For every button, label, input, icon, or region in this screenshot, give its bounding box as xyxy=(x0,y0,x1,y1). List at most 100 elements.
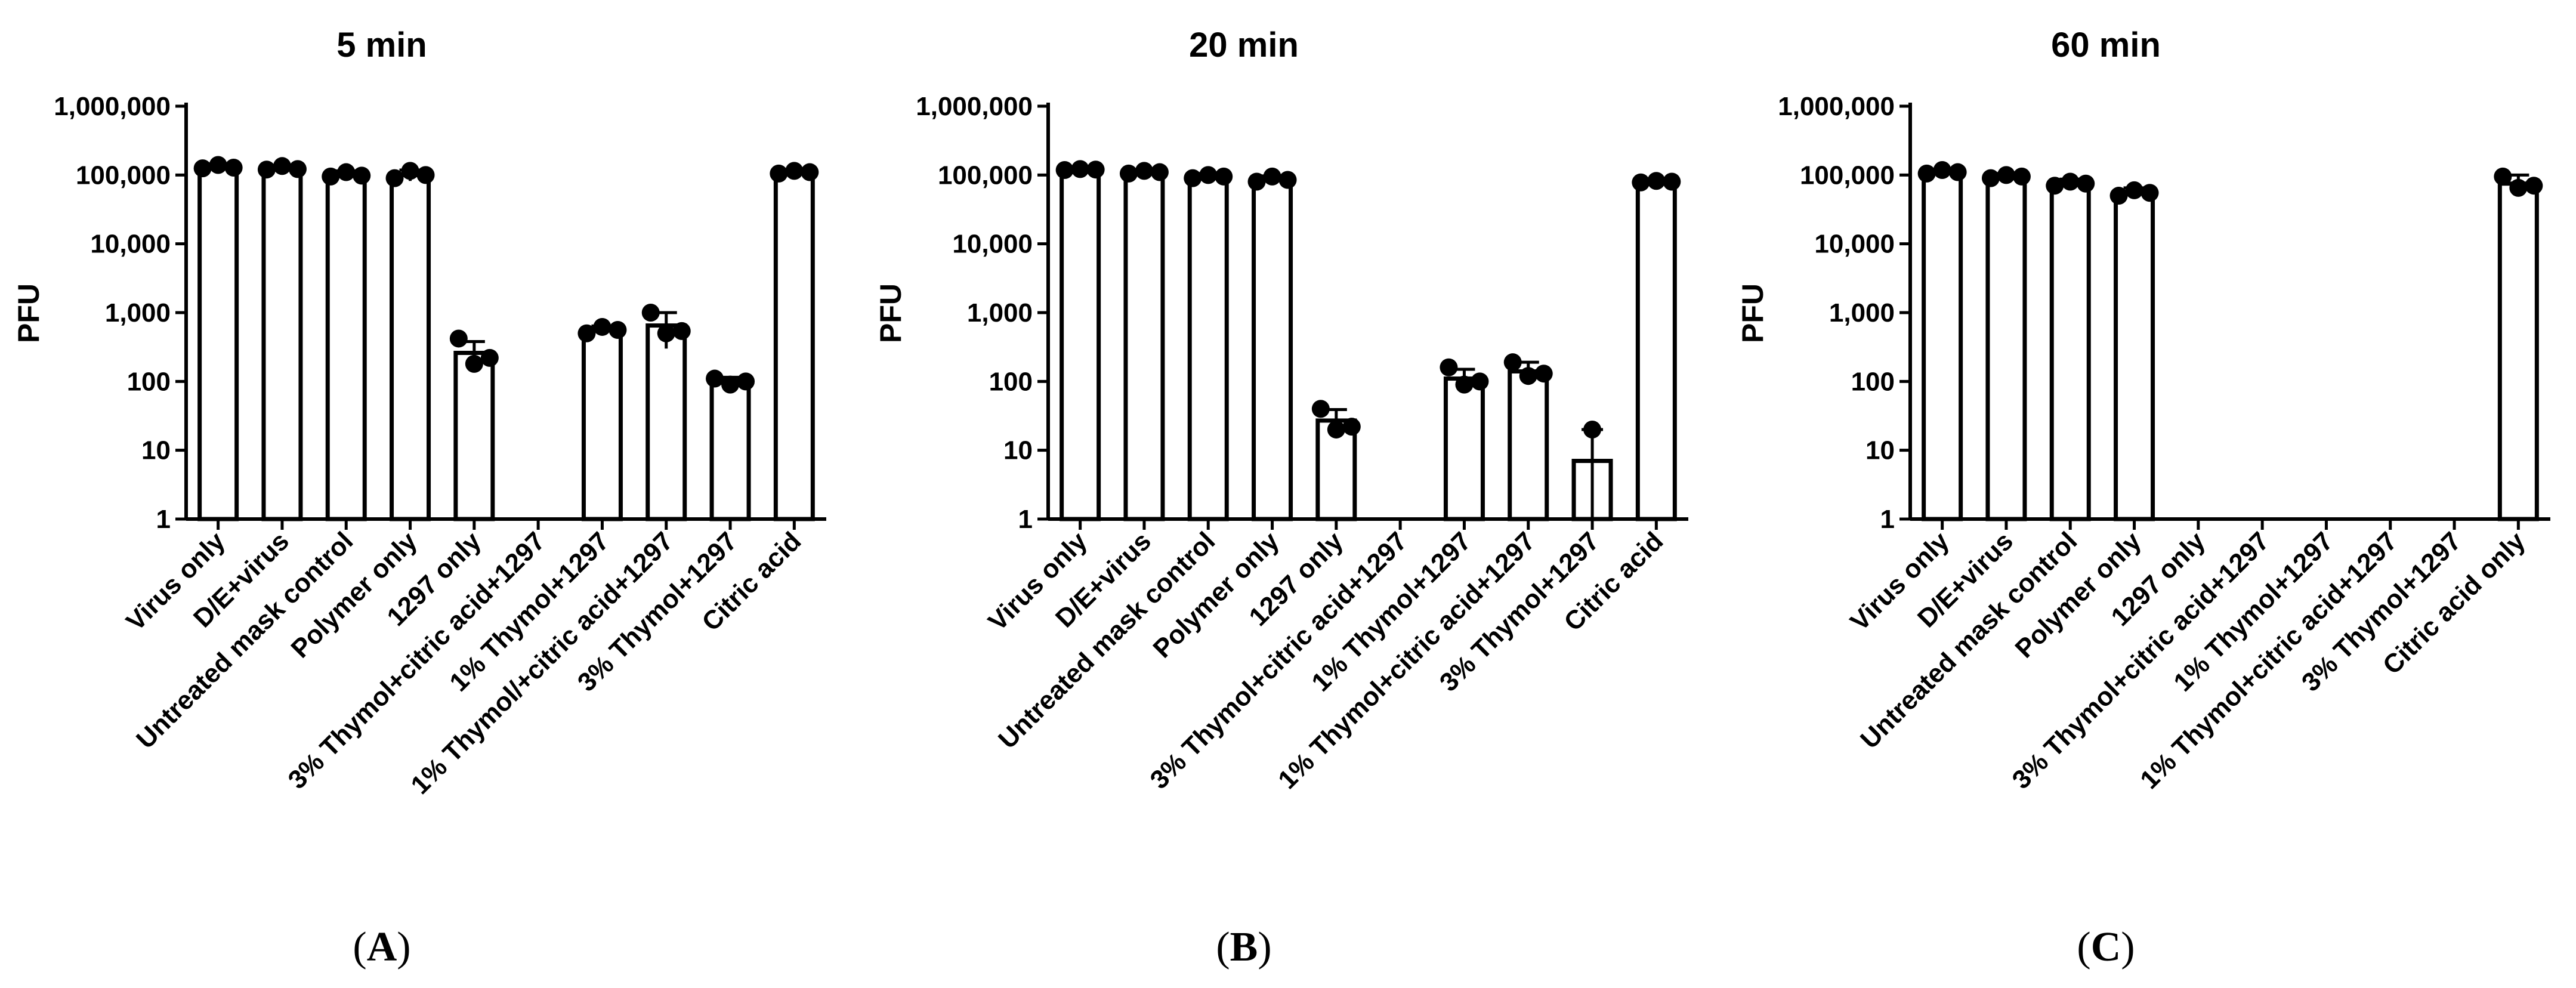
bar xyxy=(709,379,751,521)
data-point xyxy=(1311,400,1330,418)
bar xyxy=(390,172,431,521)
bar xyxy=(645,323,687,521)
data-point xyxy=(480,348,499,367)
data-point xyxy=(401,162,419,180)
bar xyxy=(2497,181,2539,521)
bar xyxy=(197,165,239,521)
data-point xyxy=(1184,169,1202,187)
data-point xyxy=(1278,171,1297,189)
data-point xyxy=(1519,367,1537,385)
data-point xyxy=(1086,160,1105,179)
data-point xyxy=(1440,358,1458,376)
y-tick-label: 1 xyxy=(1018,505,1033,534)
data-point xyxy=(1647,172,1666,190)
data-point xyxy=(1055,161,1074,180)
data-point xyxy=(224,158,243,177)
panel-letter: C xyxy=(2091,924,2121,970)
y-tick-label: 1,000,000 xyxy=(54,92,171,121)
bar xyxy=(1123,170,1165,521)
panel-letter: A xyxy=(367,924,397,970)
data-point xyxy=(449,329,468,348)
bar xyxy=(773,170,815,521)
data-point xyxy=(737,372,755,391)
data-point xyxy=(416,166,435,184)
bar xyxy=(261,166,303,521)
y-tick-label: 100 xyxy=(1851,367,1895,396)
data-point xyxy=(609,321,627,339)
data-point xyxy=(1503,353,1522,372)
y-tick-label: 1,000,000 xyxy=(916,92,1033,121)
data-point xyxy=(2061,172,2080,191)
bar xyxy=(1635,180,1677,521)
data-point xyxy=(2141,184,2159,202)
bar xyxy=(1985,174,2027,521)
data-point xyxy=(1455,375,1474,394)
data-point xyxy=(353,166,371,185)
data-point xyxy=(2077,174,2095,193)
data-point xyxy=(1327,420,1345,439)
data-point xyxy=(770,164,788,183)
y-tick-label: 10,000 xyxy=(952,230,1033,259)
chart-title: 20 min xyxy=(1189,26,1299,64)
data-point xyxy=(2046,177,2064,195)
data-point xyxy=(721,375,740,394)
chart-title: 5 min xyxy=(336,26,427,64)
data-point xyxy=(2109,187,2128,205)
bar xyxy=(581,328,623,521)
y-tick-label: 100,000 xyxy=(76,160,171,190)
bar xyxy=(2049,181,2091,521)
y-tick-label: 10 xyxy=(1865,436,1895,465)
data-point xyxy=(706,369,724,388)
data-point xyxy=(801,163,819,181)
data-point xyxy=(322,167,340,186)
data-point xyxy=(273,157,291,175)
data-point xyxy=(1215,167,1233,186)
data-point xyxy=(1135,162,1153,180)
y-tick-label: 100,000 xyxy=(1800,160,1895,190)
data-point xyxy=(465,354,483,373)
panel-b: 20 min PFU 1 10 100 1,000 10,000 100,000 1,000… xyxy=(874,26,1688,970)
data-point xyxy=(288,160,307,178)
data-point xyxy=(1534,365,1553,383)
panel-letter: B xyxy=(1230,924,1258,970)
data-point xyxy=(1997,166,2015,184)
panel-label: (A) xyxy=(353,924,410,970)
y-tick-label: 100,000 xyxy=(938,160,1033,190)
data-point xyxy=(2125,181,2143,199)
data-point xyxy=(337,163,356,181)
data-point xyxy=(1981,169,2000,187)
data-point xyxy=(1263,167,1281,186)
data-point xyxy=(1632,173,1650,192)
bar xyxy=(1443,376,1485,521)
y-tick-label: 1,000 xyxy=(105,298,171,328)
y-tick-label: 10,000 xyxy=(1814,230,1895,259)
data-point xyxy=(2494,167,2512,186)
data-point xyxy=(1583,420,1602,439)
bar xyxy=(1252,177,1293,521)
bar xyxy=(1922,170,1963,521)
bar xyxy=(1060,167,1101,521)
data-point xyxy=(1933,161,1951,180)
data-point xyxy=(1247,172,1266,191)
y-axis-label: PFU xyxy=(1736,283,1769,343)
y-tick-label: 1,000 xyxy=(1829,298,1895,328)
y-tick-label: 1,000 xyxy=(967,298,1033,328)
y-tick-label: 10 xyxy=(1003,436,1033,465)
data-point xyxy=(209,156,227,174)
y-tick-label: 1 xyxy=(1880,505,1895,534)
y-tick-label: 10 xyxy=(141,436,171,465)
data-point xyxy=(385,169,404,187)
y-tick-label: 1 xyxy=(156,505,171,534)
data-point xyxy=(1119,164,1138,183)
data-point xyxy=(1917,164,1936,183)
panel-label: (B) xyxy=(1216,924,1271,970)
data-point xyxy=(593,317,611,336)
y-tick-label: 100 xyxy=(989,367,1033,396)
y-tick-label: 1,000,000 xyxy=(1778,92,1895,121)
y-axis-label: PFU xyxy=(874,283,907,343)
panel-label: (C) xyxy=(2077,924,2135,970)
bar xyxy=(2114,190,2155,521)
